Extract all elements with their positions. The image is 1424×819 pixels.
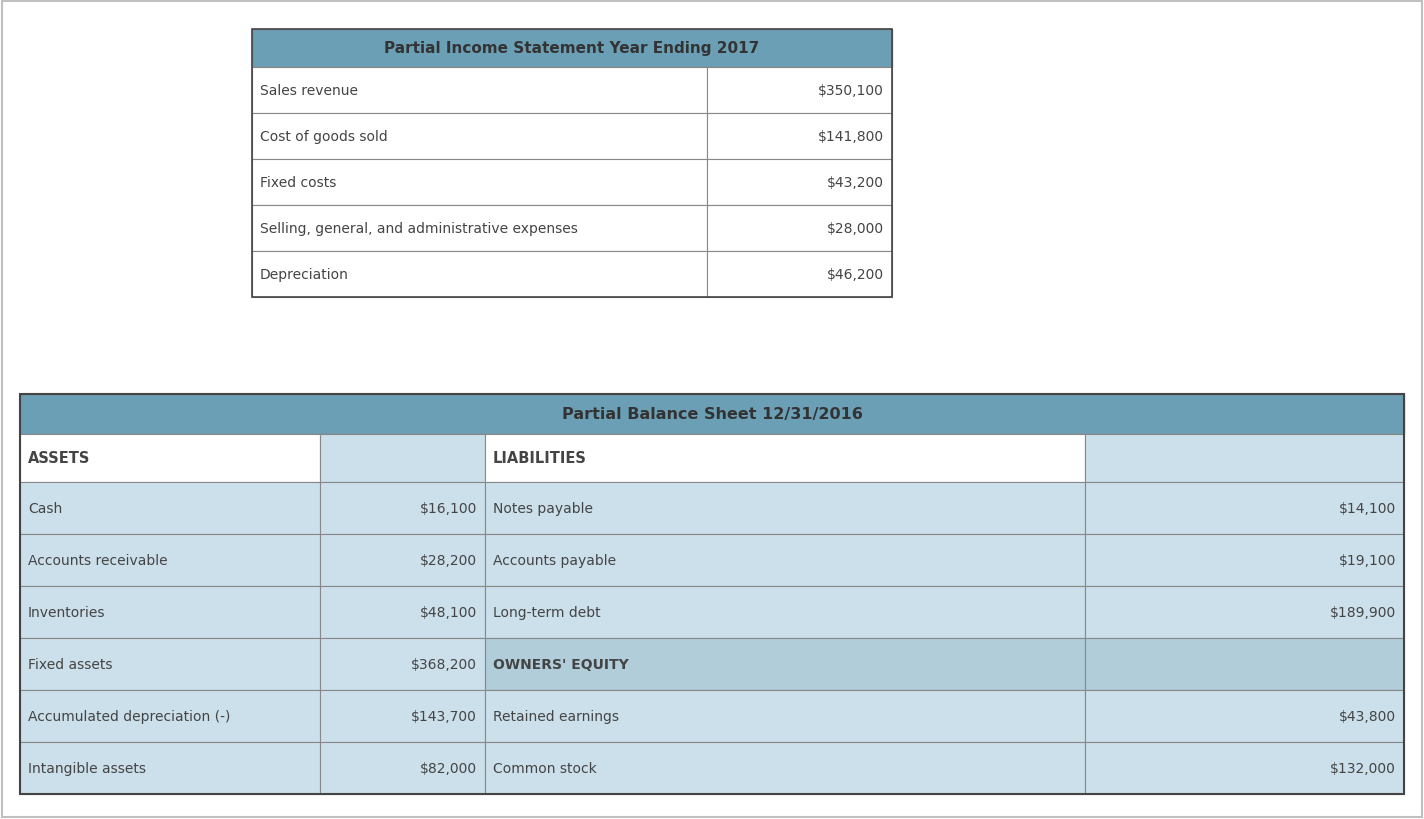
Bar [486,638,1085,690]
Text: Fixed assets: Fixed assets [28,657,112,672]
Bar [706,114,891,160]
Bar [320,586,486,638]
Text: Long-term debt: Long-term debt [493,605,601,619]
Text: Accounts receivable: Accounts receivable [28,554,168,568]
Bar [1085,482,1404,534]
Bar [1085,638,1404,690]
Text: $19,100: $19,100 [1339,554,1396,568]
Text: $28,000: $28,000 [827,222,884,236]
Text: Retained earnings: Retained earnings [493,709,619,723]
Text: $82,000: $82,000 [420,761,477,775]
Bar [20,586,320,638]
Text: ASSETS: ASSETS [28,451,90,466]
Bar [486,586,1085,638]
Bar [486,534,1085,586]
Text: Depreciation: Depreciation [261,268,349,282]
Text: $14,100: $14,100 [1339,501,1396,515]
Bar [252,206,706,251]
Bar [20,434,320,482]
Bar [20,534,320,586]
Text: Selling, general, and administrative expenses: Selling, general, and administrative exp… [261,222,578,236]
Text: Common stock: Common stock [493,761,597,775]
Bar [20,395,1404,794]
Bar [1085,742,1404,794]
Bar [320,742,486,794]
Bar [1085,690,1404,742]
Bar [20,690,320,742]
Bar [320,690,486,742]
Text: $16,100: $16,100 [420,501,477,515]
Text: Inventories: Inventories [28,605,105,619]
Text: Partial Income Statement Year Ending 2017: Partial Income Statement Year Ending 201… [384,42,759,57]
Text: Partial Balance Sheet 12/31/2016: Partial Balance Sheet 12/31/2016 [561,407,863,422]
Bar [252,160,706,206]
Bar [486,742,1085,794]
Bar [20,742,320,794]
Bar [252,68,706,114]
Bar [486,434,1085,482]
Text: Sales revenue: Sales revenue [261,84,357,98]
Text: $48,100: $48,100 [420,605,477,619]
Text: LIABILITIES: LIABILITIES [493,451,587,466]
Text: Accounts payable: Accounts payable [493,554,617,568]
Bar [320,482,486,534]
Bar [20,638,320,690]
Text: $43,200: $43,200 [827,176,884,190]
Bar [706,160,891,206]
Text: Cost of goods sold: Cost of goods sold [261,130,387,144]
Text: Notes payable: Notes payable [493,501,592,515]
Bar [706,251,891,297]
Bar [1085,586,1404,638]
Bar [486,690,1085,742]
Bar [320,434,486,482]
Text: Accumulated depreciation (-): Accumulated depreciation (-) [28,709,231,723]
Text: OWNERS' EQUITY: OWNERS' EQUITY [493,657,629,672]
Bar [252,114,706,160]
Bar [706,206,891,251]
Text: $43,800: $43,800 [1339,709,1396,723]
Bar [252,30,891,297]
Bar [1085,434,1404,482]
Bar [706,68,891,114]
Text: $28,200: $28,200 [420,554,477,568]
Bar [486,482,1085,534]
Text: $350,100: $350,100 [819,84,884,98]
Bar [20,482,320,534]
Text: $143,700: $143,700 [412,709,477,723]
Bar [320,534,486,586]
Bar [320,638,486,690]
Bar [20,395,1404,434]
Bar [252,30,891,68]
Text: $141,800: $141,800 [817,130,884,144]
Text: Intangible assets: Intangible assets [28,761,147,775]
Text: $132,000: $132,000 [1330,761,1396,775]
Bar [1085,534,1404,586]
Text: $189,900: $189,900 [1330,605,1396,619]
Text: Fixed costs: Fixed costs [261,176,336,190]
Text: $368,200: $368,200 [412,657,477,672]
Bar [252,251,706,297]
Text: Cash: Cash [28,501,63,515]
Text: $46,200: $46,200 [827,268,884,282]
